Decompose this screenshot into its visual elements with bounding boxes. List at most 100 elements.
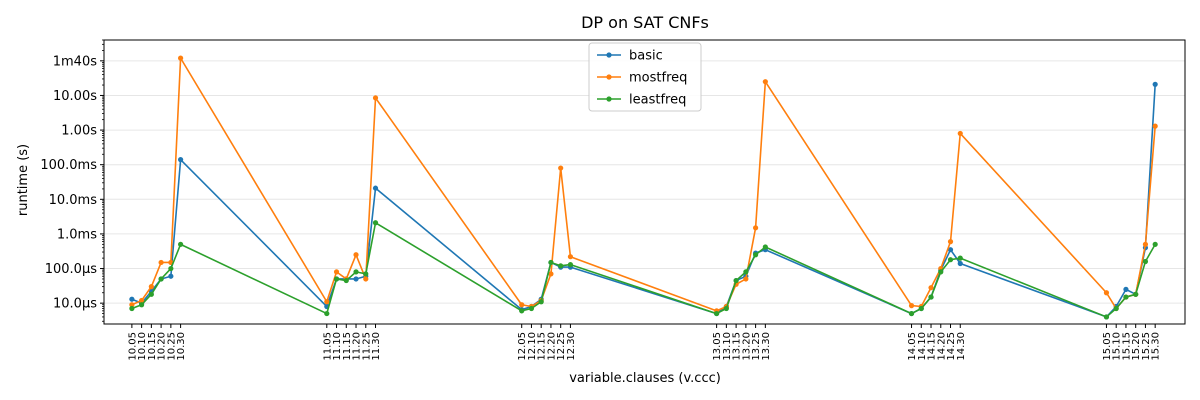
x-tick-label: 11.20: [352, 332, 363, 361]
data-point-leastfreq: [538, 299, 544, 305]
x-tick-label: 12.30: [566, 332, 577, 361]
data-point-leastfreq: [1113, 305, 1119, 312]
y-axis-label: runtime (s): [16, 144, 31, 216]
y-tick-label: 100.0ms: [40, 158, 97, 173]
data-point-leastfreq: [372, 220, 379, 226]
x-tick-label: 12.05: [517, 332, 528, 361]
data-point-leastfreq: [1142, 258, 1149, 265]
data-point-basic: [957, 260, 963, 267]
data-point-leastfreq: [333, 276, 340, 282]
x-tick-label: 13.20: [741, 332, 752, 361]
data-point-mostfreq: [1103, 290, 1110, 296]
data-point-leastfreq: [168, 265, 174, 272]
legend: basic mostfreq leastfreq: [588, 42, 702, 112]
data-point-mostfreq: [363, 276, 369, 282]
x-tick-label: 14.30: [956, 332, 967, 361]
data-point-leastfreq: [957, 255, 963, 261]
data-point-mostfreq: [1152, 123, 1158, 129]
data-point-mostfreq: [753, 225, 759, 231]
x-tick-label: 14.20: [936, 332, 947, 361]
data-point-leastfreq: [519, 308, 525, 314]
x-tick-label: 12.20: [546, 332, 557, 361]
data-point-leastfreq: [947, 257, 954, 263]
data-point-mostfreq: [372, 95, 379, 101]
data-point-leastfreq: [1133, 291, 1139, 297]
x-tick-label: 10.05: [127, 332, 138, 361]
series-leastfreq: [129, 220, 1158, 320]
data-point-leastfreq: [343, 277, 349, 284]
y-tick-label: 100.0µs: [45, 262, 97, 277]
data-point-basic: [178, 157, 184, 163]
data-point-mostfreq: [158, 259, 164, 266]
x-tick-label: 12.15: [537, 332, 548, 361]
data-point-leastfreq: [733, 277, 739, 284]
data-point-leastfreq: [1152, 241, 1158, 247]
data-point-leastfreq: [753, 252, 759, 258]
data-point-mostfreq: [129, 302, 135, 308]
x-tick-label: 10.15: [147, 332, 158, 361]
legend-marker: [606, 74, 612, 80]
data-point-leastfreq: [353, 269, 359, 275]
x-tick-label: 11.15: [342, 332, 353, 361]
data-point-mostfreq: [567, 254, 574, 260]
data-point-basic: [947, 247, 954, 253]
x-tick-label: 13.10: [722, 332, 733, 361]
x-tick-label: 11.10: [332, 332, 343, 361]
data-point-mostfreq: [548, 271, 554, 277]
x-tick-label: 13.30: [761, 332, 772, 361]
legend-label: basic: [629, 49, 663, 64]
x-tick-label: 11.25: [361, 332, 372, 361]
data-point-leastfreq: [938, 269, 944, 275]
x-tick-label: 15.15: [1121, 332, 1132, 361]
x-axis-label: variable.clauses (v.ccc): [569, 371, 721, 386]
series-line-basic: [131, 84, 1156, 318]
x-tick-label: 15.05: [1102, 332, 1113, 361]
data-point-mostfreq: [139, 297, 145, 304]
data-point-leastfreq: [548, 259, 554, 266]
data-point-leastfreq: [528, 305, 535, 312]
data-point-leastfreq: [158, 276, 164, 282]
y-tick-label: 1.00s: [61, 124, 97, 139]
x-tick-label: 14.10: [917, 332, 928, 361]
y-tick-label: 10.0µs: [53, 297, 97, 312]
x-tick-label: 10.30: [176, 332, 187, 361]
legend-marker: [606, 52, 612, 58]
legend-box: [588, 42, 702, 112]
data-point-leastfreq: [928, 294, 934, 300]
data-point-leastfreq: [324, 310, 330, 317]
data-point-basic: [353, 276, 359, 282]
data-point-leastfreq: [1123, 294, 1129, 300]
data-point-mostfreq: [324, 299, 330, 305]
data-point-leastfreq: [178, 241, 184, 247]
data-point-basic: [372, 185, 379, 191]
data-point-leastfreq: [558, 263, 564, 269]
y-tick-label: 1m40s: [53, 54, 97, 69]
x-tick-label: 12.10: [527, 332, 538, 361]
series-line-leastfreq: [131, 221, 1156, 318]
data-point-mostfreq: [957, 130, 963, 137]
data-point-mostfreq: [947, 239, 954, 245]
data-point-leastfreq: [567, 261, 574, 268]
data-point-leastfreq: [723, 305, 729, 312]
grid-lines: [104, 60, 1185, 304]
x-tick-label: 12.25: [556, 332, 567, 361]
x-tick-label: 10.10: [137, 332, 148, 361]
y-axis: 10.0µs 100.0µs 1.0ms 10.0ms 100.0ms 1.00s 10.0…: [40, 39, 104, 322]
data-point-leastfreq: [148, 291, 154, 297]
data-point-mostfreq: [333, 269, 340, 275]
series-line-mostfreq: [131, 57, 1156, 312]
x-tick-label: 15.30: [1151, 332, 1162, 361]
data-point-leastfreq: [139, 302, 145, 308]
x-tick-label: 15.20: [1131, 332, 1142, 361]
data-point-mostfreq: [928, 285, 934, 291]
y-tick-label: 1.0ms: [57, 227, 97, 242]
data-point-leastfreq: [1103, 314, 1110, 320]
x-tick-label: 15.10: [1112, 332, 1123, 361]
x-tick-label: 13.25: [751, 332, 762, 361]
data-point-leastfreq: [908, 310, 915, 317]
y-tick-label: 10.0ms: [49, 193, 98, 208]
data-point-leastfreq: [918, 305, 924, 312]
x-tick-label: 14.25: [946, 332, 957, 361]
data-point-leastfreq: [714, 310, 720, 317]
